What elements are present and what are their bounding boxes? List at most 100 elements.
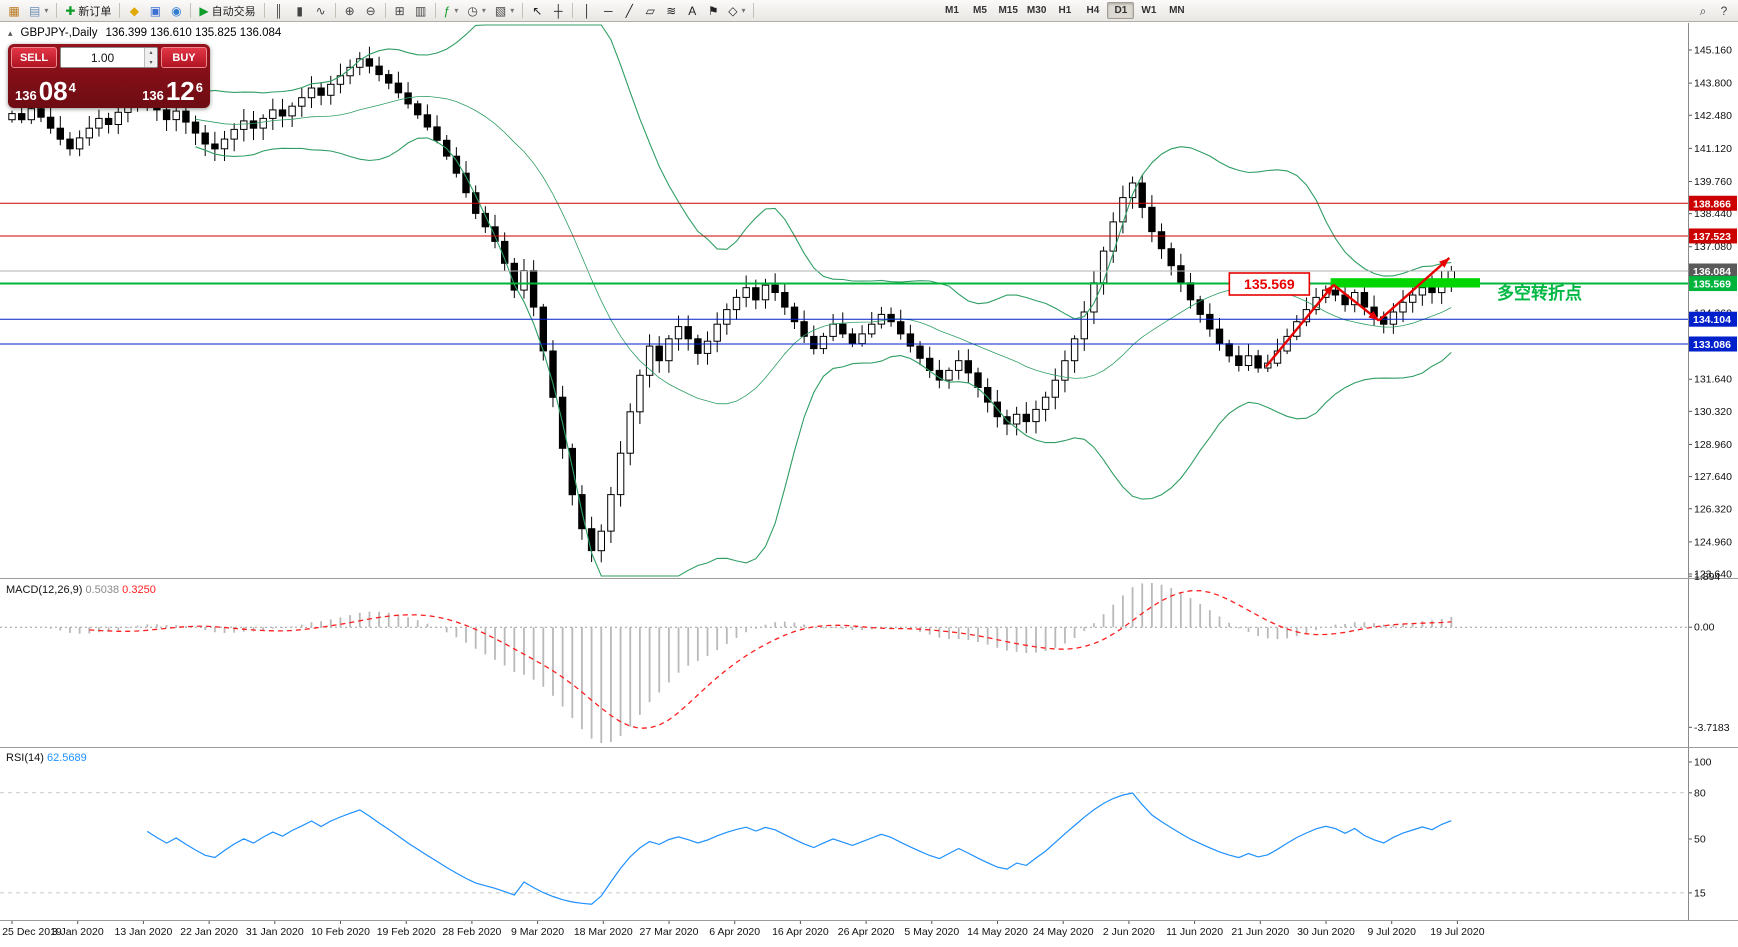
vertical-line-icon: │ (583, 3, 591, 18)
svg-text:131.640: 131.640 (1694, 374, 1732, 386)
symbol-search-button[interactable]: ⌕ (1693, 2, 1713, 20)
trend-arrows[interactable] (1264, 257, 1451, 368)
fibonacci-button[interactable]: ≋ (661, 2, 681, 20)
indicators-button[interactable]: ƒ ▾ (440, 2, 463, 20)
profiles-dropdown-icon[interactable]: ▾ (44, 6, 49, 15)
arrows-button[interactable]: ◇ ▾ (724, 2, 749, 20)
toolbar-separator (434, 3, 436, 18)
timeframe-mn-button[interactable]: MN (1169, 5, 1185, 16)
one-click-collapse-icon[interactable]: ▴ (8, 27, 13, 38)
buy-button[interactable]: BUY (161, 47, 207, 68)
candle-chart-button[interactable]: ▮ (290, 2, 310, 20)
new-order-button[interactable]: ✚ 新订单 (61, 2, 115, 20)
svg-text:9 Jul 2020: 9 Jul 2020 (1367, 926, 1416, 938)
horizontal-line-button[interactable]: ─ (598, 2, 618, 20)
toolbar-right-group: ⌕? (1693, 2, 1734, 20)
market-icon: ▣ (149, 3, 162, 18)
svg-text:135.569: 135.569 (1244, 276, 1295, 292)
periods-dropdown-icon[interactable]: ▾ (481, 6, 486, 15)
volume-decrease-button[interactable]: ▾ (149, 59, 153, 66)
autotrading-icon: ▶ (199, 3, 209, 18)
sell-button[interactable]: SELL (11, 47, 57, 68)
timeframe-m30-button[interactable]: M30 (1026, 5, 1047, 16)
timeframe-h4-button[interactable]: H4 (1086, 5, 1100, 16)
buy-price-pip: 6 (195, 80, 203, 95)
price-callout-box[interactable] (1228, 272, 1311, 296)
bar-chart-button[interactable]: ║ (269, 2, 289, 20)
price-axis[interactable]: 145.160 143.800 142.480 141.120 139.760 138.4… (1689, 45, 1737, 581)
timeframe-m15-button[interactable]: M15 (998, 5, 1018, 16)
new-order-icon: ✚ (65, 3, 76, 18)
timeframe-h1-button[interactable]: H1 (1058, 5, 1072, 16)
svg-text:31 Jan 2020: 31 Jan 2020 (246, 926, 304, 938)
autotrading-button[interactable]: ▶ 自动交易 (195, 2, 259, 20)
templates-button[interactable]: ▧ ▾ (491, 2, 518, 20)
svg-text:134.104: 134.104 (1693, 314, 1731, 326)
svg-text:19 Feb 2020: 19 Feb 2020 (377, 926, 436, 938)
buy-price-main: 12 (165, 76, 195, 106)
svg-text:1.894: 1.894 (1694, 571, 1720, 583)
turning-zone-rectangle[interactable] (1330, 278, 1480, 288)
line-chart-button[interactable]: ∿ (311, 2, 331, 20)
volume-input[interactable] (61, 48, 144, 67)
vertical-line-button[interactable]: │ (577, 2, 597, 20)
sell-price-main: 08 (38, 76, 68, 106)
svg-text:133.086: 133.086 (1693, 339, 1731, 351)
macd-histogram (20, 583, 1453, 743)
timeframe-m5-button[interactable]: M5 (973, 5, 987, 16)
help-button[interactable]: ? (1714, 2, 1734, 20)
tile-windows-button[interactable]: ⊞ (390, 2, 410, 20)
indicators-dropdown-icon[interactable]: ▾ (454, 6, 459, 15)
fibonacci-icon: ≋ (666, 3, 677, 18)
templates-dropdown-icon[interactable]: ▾ (510, 6, 515, 15)
sell-price[interactable]: 136 08 4 (11, 71, 109, 105)
turning-point-note[interactable]: 多空转折点 (1497, 283, 1582, 303)
toolbar-separator (753, 3, 755, 18)
community-button[interactable]: ◉ (166, 2, 186, 20)
volume-stepper: ▴ ▾ (144, 48, 157, 67)
new-chart-button[interactable]: ▦ (4, 2, 24, 20)
arrows-dropdown-icon[interactable]: ▾ (741, 6, 746, 15)
svg-text:50: 50 (1694, 834, 1706, 846)
text-button[interactable]: A (682, 2, 702, 20)
trendline-button[interactable]: ╱ (619, 2, 639, 20)
equidistant-channel-icon: ▱ (645, 3, 655, 18)
buy-price[interactable]: 136 12 6 (109, 71, 207, 105)
new-order-label: 新订单 (78, 5, 112, 18)
crosshair-button[interactable]: ┼ (548, 2, 568, 20)
market-button[interactable]: ▣ (145, 2, 165, 20)
svg-text:142.480: 142.480 (1694, 110, 1732, 122)
autotrading-label: 自动交易 (211, 5, 256, 18)
toolbar-separator (334, 3, 336, 18)
toolbar-separator (56, 3, 58, 18)
cursor-button[interactable]: ↖ (527, 2, 547, 20)
profiles-button[interactable]: ▤ ▾ (25, 2, 52, 20)
timeframe-m1-button[interactable]: M1 (945, 5, 959, 16)
ohlc-values: 136.399 136.610 135.825 136.084 (105, 27, 282, 39)
text-label-button[interactable]: ⚑ (703, 2, 723, 20)
equidistant-channel-button[interactable]: ▱ (640, 2, 660, 20)
svg-text:22 Jan 2020: 22 Jan 2020 (180, 926, 238, 938)
text-label-icon: ⚑ (707, 3, 719, 18)
svg-text:28 Feb 2020: 28 Feb 2020 (442, 926, 501, 938)
timeframe-w1-button[interactable]: W1 (1141, 5, 1157, 16)
volume-increase-button[interactable]: ▴ (149, 50, 153, 57)
svg-text:80: 80 (1694, 787, 1706, 799)
line-chart-icon: ∿ (315, 3, 326, 18)
toolbar-separator (119, 3, 121, 18)
candlestick-series (8, 46, 1455, 563)
profiles-icon: ▤ (29, 3, 41, 18)
timeframe-d1-button[interactable]: D1 (1107, 2, 1135, 19)
periods-button[interactable]: ◷ ▾ (463, 2, 490, 20)
toolbar-separator (190, 3, 192, 18)
svg-text:137.523: 137.523 (1693, 231, 1731, 243)
data-window-button[interactable]: ▥ (411, 2, 431, 20)
zoom-out-button[interactable]: ⊖ (361, 2, 381, 20)
zoom-in-button[interactable]: ⊕ (340, 2, 360, 20)
svg-text:6 Apr 2020: 6 Apr 2020 (709, 926, 760, 938)
svg-text:9 Mar 2020: 9 Mar 2020 (511, 926, 564, 938)
metaeditor-button[interactable]: ◆ (124, 2, 144, 20)
svg-text:10 Feb 2020: 10 Feb 2020 (311, 926, 370, 938)
